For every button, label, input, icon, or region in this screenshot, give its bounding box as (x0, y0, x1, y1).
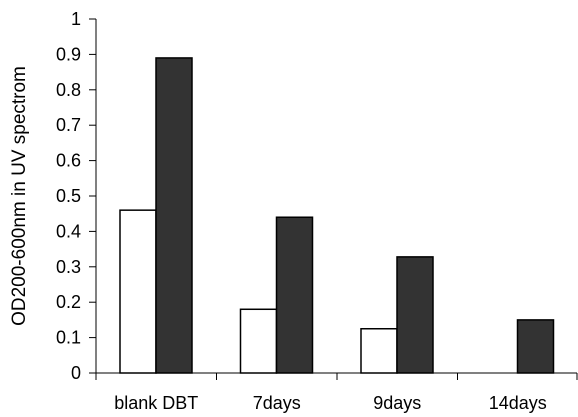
bar-series-1 (360, 328, 398, 374)
y-tick-label: 0.3 (56, 257, 81, 277)
x-tick-label: 14days (489, 393, 547, 413)
bar-series-1 (119, 209, 157, 374)
y-tick-label: 0.9 (56, 44, 81, 64)
axes-group: 0 0.1 0.2 0.3 0.4 0.5 0.6 0.7 0.8 0.9 1 blank DBT 7d… (56, 9, 578, 413)
y-tick-label: 0.1 (56, 328, 81, 348)
y-tick-label: 0.8 (56, 80, 81, 100)
y-axis-title: OD200-600nm in UV spectrom (9, 66, 30, 326)
y-tick-label: 0.2 (56, 292, 81, 312)
y-tick-label: 1 (71, 9, 81, 29)
x-tick-label: 9days (373, 393, 421, 413)
bar-series-1 (239, 308, 278, 374)
bar-series-2 (516, 319, 555, 374)
y-tick-label: 0.5 (56, 186, 81, 206)
y-tick-label: 0 (71, 363, 81, 383)
y-tick-label: 0.4 (56, 221, 81, 241)
bar-series-2 (396, 256, 434, 374)
y-tick-label: 0.6 (56, 151, 81, 171)
bar-series-2 (275, 216, 314, 374)
x-tick-label: 7days (253, 393, 301, 413)
bar-series-2 (155, 57, 193, 374)
bars-group (119, 57, 555, 374)
x-tick-label: blank DBT (114, 393, 198, 413)
y-tick-label: 0.7 (56, 115, 81, 135)
